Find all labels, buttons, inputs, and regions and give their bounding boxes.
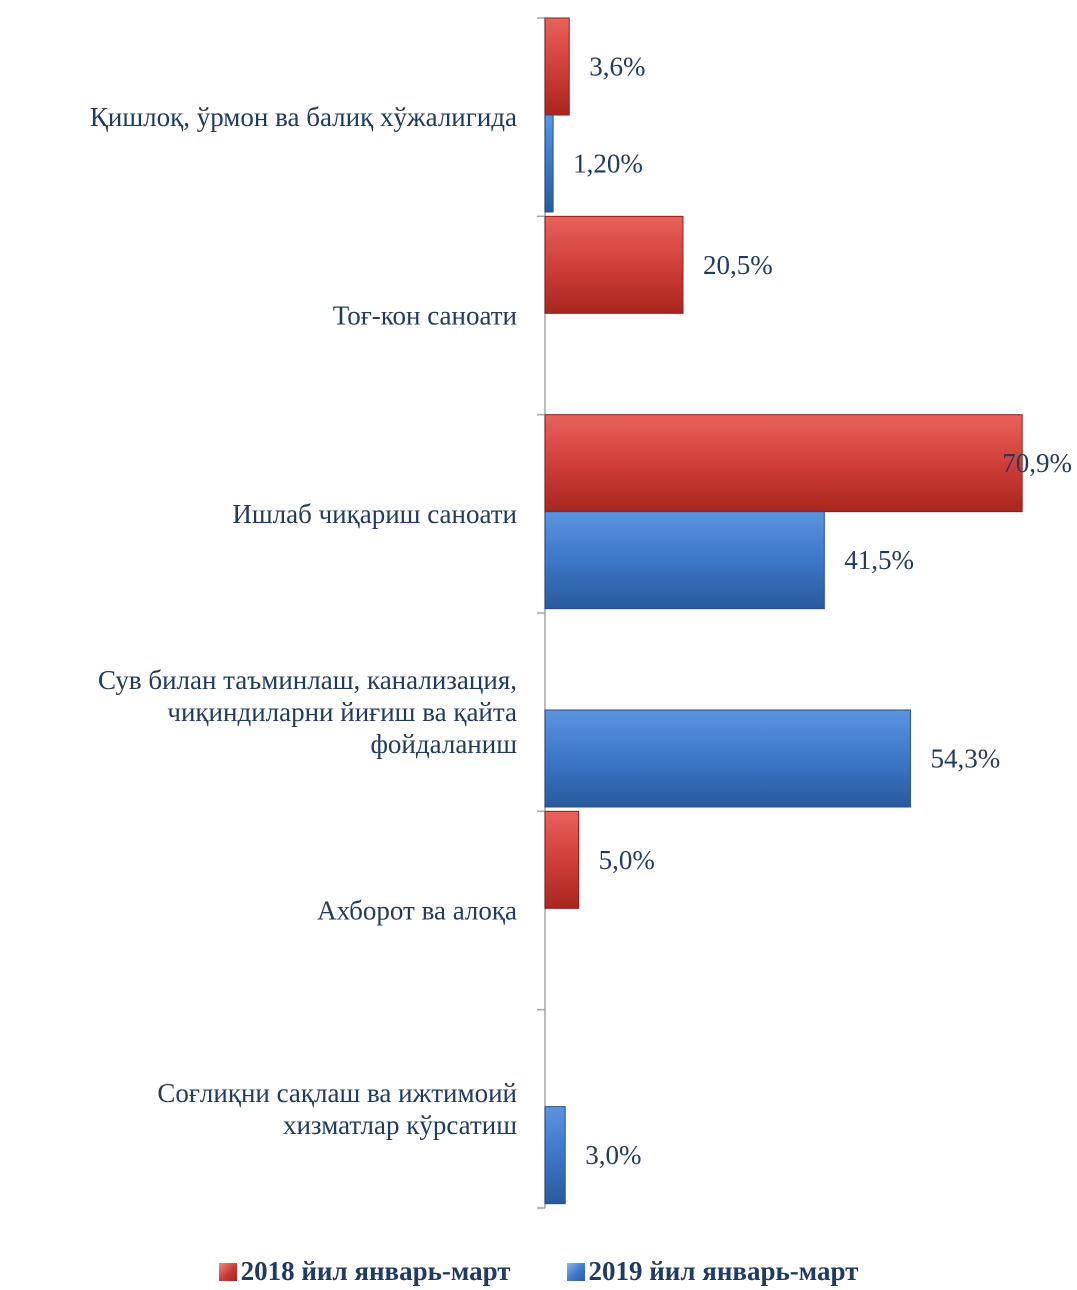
- data-label: 20,5%: [703, 250, 773, 280]
- bar-2018: [544, 17, 570, 116]
- bar-2019: [544, 1106, 566, 1205]
- legend-swatch-2019: [566, 1262, 585, 1281]
- legend-label-2019: 2019 йил январь-март: [588, 1256, 859, 1286]
- category-label: Соғлиқни сақлаш ва ижтимоий хизматлар кўр…: [157, 1078, 517, 1140]
- category-label: Сув билан таъминлаш, канализация, чиқинди…: [98, 665, 517, 759]
- chart-legend: 2018 йил январь-март 2019 йил январь-мар…: [0, 1256, 1077, 1287]
- bar-2018: [544, 810, 580, 909]
- category-label: Қишлоқ, ўрмон ва балиқ хўжалигида: [90, 102, 517, 132]
- legend-item-2019: 2019 йил январь-март: [566, 1256, 859, 1287]
- bar-2019: [544, 511, 825, 610]
- category-label: Ишлаб чиқариш саноати: [232, 499, 517, 529]
- bar-2018: [544, 414, 1023, 513]
- category-label: Тоғ-кон саноати: [333, 301, 517, 331]
- category-label: Ахборот ва алоқа: [317, 896, 517, 926]
- bar-2019: [544, 709, 911, 808]
- data-label: 41,5%: [844, 545, 914, 575]
- data-label: 54,3%: [930, 744, 1000, 774]
- legend-label-2018: 2018 йил январь-март: [240, 1256, 511, 1286]
- bar-chart: Қишлоқ, ўрмон ва балиқ хўжалигида Тоғ-кон…: [90, 17, 1072, 1209]
- data-label: 70,9%: [1002, 448, 1072, 478]
- data-label: 3,0%: [585, 1140, 641, 1170]
- legend-item-2018: 2018 йил январь-март: [218, 1256, 511, 1287]
- bar-2019: [544, 114, 554, 213]
- legend-swatch-2018: [218, 1262, 237, 1281]
- data-label: 3,6%: [589, 52, 645, 82]
- bar-2018: [544, 215, 684, 314]
- data-label: 1,20%: [573, 149, 643, 179]
- data-label: 5,0%: [599, 845, 655, 875]
